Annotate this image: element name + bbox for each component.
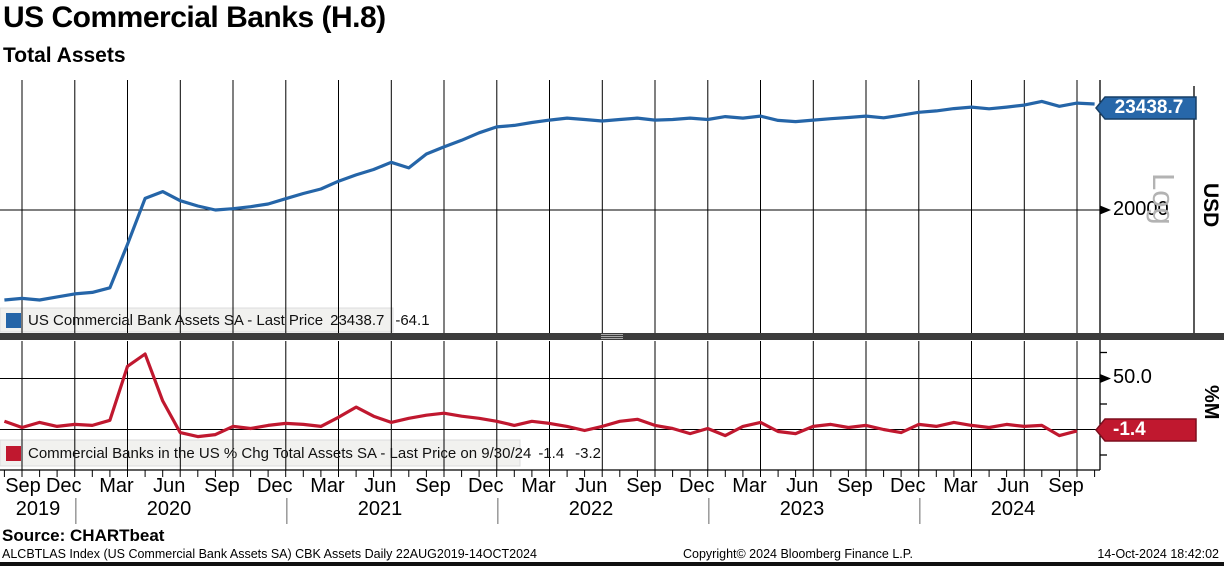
timestamp-text: 14-Oct-2024 18:42:02 <box>1097 547 1219 561</box>
page-subtitle: Total Assets <box>3 44 126 67</box>
page-title: US Commercial Banks (H.8) <box>3 1 386 34</box>
top-legend-bg <box>0 307 394 333</box>
top-axis-tick-label: 20000 <box>1113 198 1169 220</box>
bottom-price-tag-shape <box>1095 418 1197 442</box>
x-month-label: Jun <box>153 475 186 497</box>
top-legend-last-price: 23438.7 <box>330 312 385 329</box>
x-year-label: 2023 <box>779 498 825 520</box>
bottom-legend-bg <box>0 439 521 467</box>
x-month-label: Mar <box>310 475 345 497</box>
x-month-label: Sep <box>5 475 41 497</box>
assets-line-series <box>4 99 1095 302</box>
x-month-label: Mar <box>943 475 978 497</box>
bottom-legend: Commercial Banks in the US % Chg Total A… <box>6 445 601 462</box>
footer-row: ALCBTLAS Index (US Commercial Bank Asset… <box>0 547 1224 563</box>
x-month-label: Mar <box>732 475 767 497</box>
x-month-label: Dec <box>889 475 926 497</box>
x-year-label: 2020 <box>146 498 192 520</box>
top-legend: US Commercial Bank Assets SA - Last Pric… <box>6 312 430 329</box>
x-month-label: Dec <box>467 475 504 497</box>
copyright-text: Copyright© 2024 Bloomberg Finance L.P. <box>683 547 913 561</box>
x-month-label: Jun <box>786 475 819 497</box>
x-month-label: Sep <box>626 475 662 497</box>
x-month-label: Mar <box>99 475 134 497</box>
top-last-price-tag: 23438.7 <box>1114 97 1184 118</box>
x-month-label: Jun <box>575 475 608 497</box>
ticker-description: ALCBTLAS Index (US Commercial Bank Asset… <box>2 547 537 561</box>
bottom-legend-change: -3.2 <box>575 445 602 462</box>
bottom-last-price-tag: -1.4 <box>1113 419 1146 440</box>
top-axis-unit-label: USD <box>1199 183 1222 228</box>
axis-arrow <box>1100 205 1111 215</box>
top-legend-swatch <box>6 313 21 328</box>
x-year-label: 2024 <box>990 498 1036 520</box>
x-axis-year-labels: 2019 2020 2021 2022 2023 2024 <box>0 498 1224 522</box>
x-axis-month-labels: Sep Dec Mar Jun Sep Dec Mar Jun Sep Dec Mar Jun Sep D… <box>0 475 1224 499</box>
x-month-label: Sep <box>1048 475 1084 497</box>
axis-arrow <box>1100 374 1111 383</box>
x-month-label: Jun <box>364 475 397 497</box>
bottom-legend-label: Commercial Banks in the US % Chg Total A… <box>28 445 532 462</box>
panel-divider-handle[interactable] <box>601 333 623 340</box>
source-line: Source: CHARTbeat <box>2 526 165 545</box>
x-month-label: Mar <box>521 475 556 497</box>
x-month-label: Sep <box>415 475 451 497</box>
log-scale-label: Log <box>1146 173 1181 225</box>
top-legend-change: -64.1 <box>395 312 430 329</box>
x-month-label: Dec <box>45 475 82 497</box>
bottom-axis-unit-label: %M <box>1200 385 1222 420</box>
x-month-label: Sep <box>837 475 873 497</box>
top-legend-label: US Commercial Bank Assets SA - Last Pric… <box>28 312 324 329</box>
bottom-axis-tick-label: 50.0 <box>1113 366 1152 388</box>
x-year-label: 2019 <box>15 498 61 520</box>
x-month-label: Dec <box>256 475 293 497</box>
x-year-label: 2021 <box>357 498 403 520</box>
x-month-label: Sep <box>204 475 240 497</box>
pct-change-line-series <box>3 352 1078 439</box>
x-year-label: 2022 <box>568 498 614 520</box>
bottom-legend-swatch <box>6 446 21 461</box>
bottom-legend-last-price: -1.4 <box>538 445 565 462</box>
x-month-label: Jun <box>997 475 1030 497</box>
bottom-bar <box>0 562 1224 566</box>
x-month-label: Dec <box>678 475 715 497</box>
top-price-tag-shape <box>1095 96 1197 120</box>
